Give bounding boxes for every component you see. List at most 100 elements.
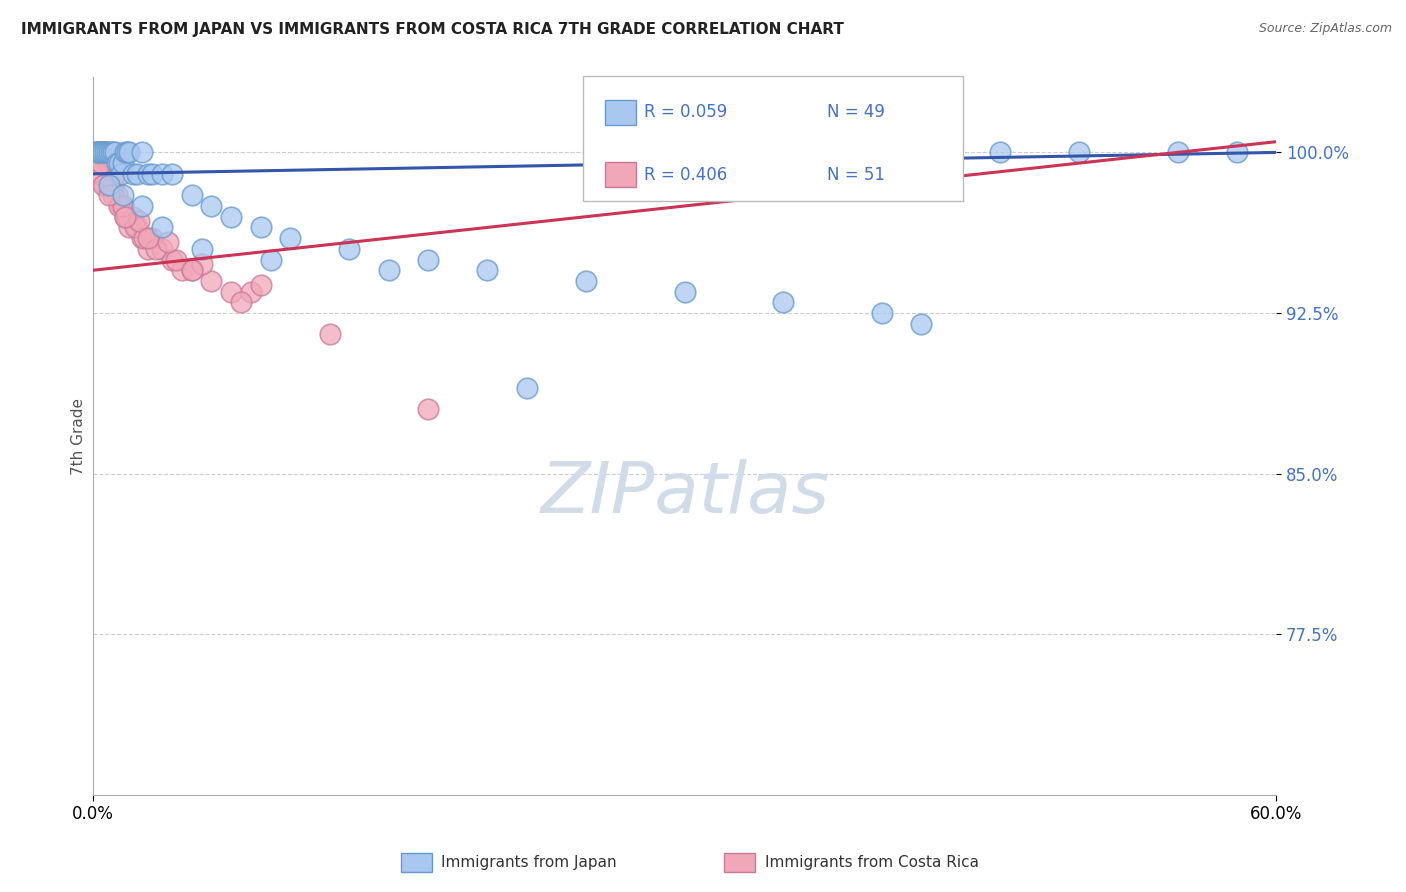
Point <box>249 220 271 235</box>
Point <box>121 210 143 224</box>
Point <box>128 214 150 228</box>
Point <box>90 145 112 160</box>
Point <box>124 220 146 235</box>
Point <box>910 317 932 331</box>
Point <box>96 145 118 160</box>
Point <box>118 145 141 160</box>
Point <box>105 188 128 202</box>
Point <box>97 145 120 160</box>
Point <box>111 156 134 170</box>
Point <box>138 242 160 256</box>
Point <box>165 252 187 267</box>
Point <box>200 199 222 213</box>
Point <box>138 167 160 181</box>
Point <box>114 210 136 224</box>
Point <box>180 188 202 202</box>
Point <box>259 252 281 267</box>
Point <box>104 167 127 181</box>
Point <box>190 242 212 256</box>
Point <box>229 295 252 310</box>
Point <box>157 235 180 250</box>
Point <box>90 156 112 170</box>
Point <box>134 231 156 245</box>
Point <box>121 167 143 181</box>
Point <box>150 220 173 235</box>
Point <box>114 210 136 224</box>
Text: IMMIGRANTS FROM JAPAN VS IMMIGRANTS FROM COSTA RICA 7TH GRADE CORRELATION CHART: IMMIGRANTS FROM JAPAN VS IMMIGRANTS FROM… <box>21 22 844 37</box>
Point <box>108 156 131 170</box>
Point <box>97 188 120 202</box>
Point <box>339 242 361 256</box>
Text: Source: ZipAtlas.com: Source: ZipAtlas.com <box>1258 22 1392 36</box>
Point <box>170 263 193 277</box>
Point <box>91 178 114 192</box>
Point <box>87 167 110 181</box>
Point <box>111 199 134 213</box>
Point <box>131 231 153 245</box>
Point <box>141 231 163 245</box>
Point <box>110 199 132 213</box>
Point <box>100 167 122 181</box>
Text: Immigrants from Japan: Immigrants from Japan <box>441 855 617 870</box>
Point <box>87 145 110 160</box>
Point <box>239 285 262 299</box>
Point <box>90 145 112 160</box>
Point <box>219 210 242 224</box>
Point <box>114 145 136 160</box>
Point <box>219 285 242 299</box>
Point <box>138 231 160 245</box>
Point <box>91 145 114 160</box>
Point <box>131 145 153 160</box>
Point <box>160 167 183 181</box>
Point <box>418 252 440 267</box>
Point <box>96 156 118 170</box>
Point <box>86 145 108 160</box>
Point <box>84 145 107 160</box>
Point <box>108 199 131 213</box>
Point <box>772 295 794 310</box>
Y-axis label: 7th Grade: 7th Grade <box>72 398 86 475</box>
Text: R = 0.406: R = 0.406 <box>644 166 727 184</box>
Text: R = 0.059: R = 0.059 <box>644 103 727 121</box>
Point <box>94 178 117 192</box>
Point <box>180 263 202 277</box>
Point <box>111 188 134 202</box>
Point <box>150 167 173 181</box>
Point <box>115 145 138 160</box>
Point <box>94 145 117 160</box>
Point <box>86 145 108 160</box>
Point <box>190 257 212 271</box>
Text: ZIPatlas: ZIPatlas <box>540 459 830 528</box>
Text: N = 49: N = 49 <box>827 103 884 121</box>
Point <box>988 145 1011 160</box>
Point <box>160 252 183 267</box>
Point <box>125 220 148 235</box>
Point <box>278 231 301 245</box>
Point <box>115 210 138 224</box>
Point <box>378 263 401 277</box>
Point <box>477 263 499 277</box>
Text: N = 51: N = 51 <box>827 166 884 184</box>
Point <box>575 274 598 288</box>
Point <box>870 306 893 320</box>
Point <box>180 263 202 277</box>
Point <box>100 145 122 160</box>
Text: Immigrants from Costa Rica: Immigrants from Costa Rica <box>765 855 979 870</box>
Point <box>111 199 134 213</box>
Point <box>141 167 163 181</box>
Point <box>101 178 124 192</box>
Point <box>200 274 222 288</box>
Point <box>104 145 127 160</box>
Point <box>673 285 696 299</box>
Point <box>145 242 167 256</box>
Point <box>105 156 128 170</box>
Point <box>87 145 110 160</box>
Point <box>1067 145 1090 160</box>
Point <box>91 145 114 160</box>
Point <box>125 167 148 181</box>
Point <box>249 278 271 293</box>
Point <box>101 188 124 202</box>
Point <box>1226 145 1249 160</box>
Point <box>97 178 120 192</box>
Point <box>319 327 342 342</box>
